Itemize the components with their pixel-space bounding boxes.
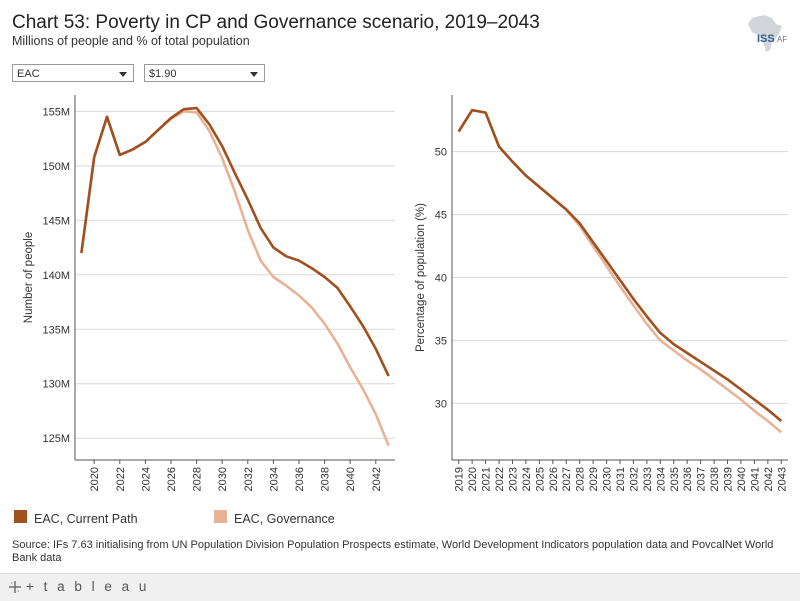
poverty-line-dropdown[interactable]: $1.90 [144,64,265,82]
logo-iss-text: ISS [757,33,775,45]
legend-label-current-path: EAC, Current Path [34,512,138,526]
legend-label-governance: EAC, Governance [234,512,335,526]
chart1-series-line-current-path[interactable] [80,106,390,377]
chart2-x-tick-label: 2030 [602,467,614,491]
chart2-x-tick-label: 2020 [467,467,479,491]
chart2-x-tick-label: 2037 [696,467,708,491]
chevron-down-icon [119,72,127,77]
chart-subtitle: Millions of people and % of total popula… [12,34,250,48]
source-note: Source: IFs 7.63 initialising from UN Po… [12,539,774,561]
chart1-x-tick-label: 2030 [217,467,229,491]
chart1-x-tick-label: 2024 [140,467,152,491]
chart2-x-tick-label: 2042 [763,467,775,491]
iss-africa-logo: ISS AF [748,15,787,52]
chart2-x-tick-label: 2041 [749,467,761,491]
chart-title: Chart 53: Poverty in CP and Governance s… [12,12,540,33]
chart2-x-tick-label: 2019 [454,467,466,491]
chart1-y-tick-label: 140M [42,270,70,282]
chart2-x-tick-label: 2031 [615,467,627,491]
chart2-x-tick-label: 2043 [776,467,788,491]
chart2-x-tick-label: 2032 [628,467,640,491]
poverty-line-dropdown-value: $1.90 [149,68,177,80]
chart2-x-tick-label: 2038 [709,467,721,491]
africa-map-icon [748,15,782,52]
tableau-footer: + t a b l e a u [0,573,800,601]
chart2-x-tick-label: 2034 [655,467,667,491]
chart1-y-axis-label: Number of people [23,232,35,323]
tableau-logo-icon[interactable] [8,580,22,594]
chart1-x-tick-label: 2040 [345,467,357,491]
chart1-y-tick-label: 125M [42,433,70,445]
chart2-y-tick-label: 45 [435,210,447,222]
legend-swatch-current-path [14,510,27,523]
chart1-x-tick-label: 2026 [166,467,178,491]
chevron-down-icon [250,72,258,77]
chart2-y-tick-label: 35 [435,335,447,347]
chart2-series-line-current-path[interactable] [457,108,783,422]
chart1-series-line-governance[interactable] [80,110,390,447]
chart1-x-tick-label: 2034 [268,467,280,491]
chart2-x-tick-label: 2024 [521,467,533,491]
chart2-x-tick-label: 2029 [588,467,600,491]
chart1-x-tick-label: 2032 [243,467,255,491]
chart1-y-tick-label: 145M [42,215,70,227]
region-dropdown[interactable]: EAC [12,64,134,82]
chart1-y-tick-label: 155M [42,106,70,118]
chart2-x-tick-label: 2035 [669,467,681,491]
chart2-x-tick-label: 2039 [723,467,735,491]
logo-af-text: AF [777,35,787,44]
chart2-x-tick-label: 2026 [548,467,560,491]
chart2-y-axis-label: Percentage of population (%) [415,203,427,352]
chart1-y-tick-label: 130M [42,379,70,391]
chart1-x-tick-label: 2038 [320,467,332,491]
chart2-y-tick-label: 40 [435,273,447,285]
chart2-x-tick-label: 2025 [534,467,546,491]
region-dropdown-value: EAC [17,68,40,80]
chart1-y-tick-label: 135M [42,324,70,336]
chart2-x-tick-label: 2021 [481,467,493,491]
chart1-x-tick-label: 2042 [371,467,383,491]
chart2-y-tick-label: 30 [435,398,447,410]
chart2-x-tick-label: 2022 [494,467,506,491]
chart1-y-tick-label: 150M [42,161,70,173]
chart1-x-tick-label: 2028 [192,467,204,491]
chart2-y-tick-label: 50 [435,147,447,159]
chart2-x-tick-label: 2023 [507,467,519,491]
chart2-x-tick-label: 2033 [642,467,654,491]
chart2-x-tick-label: 2027 [561,467,573,491]
chart1-x-tick-label: 2020 [89,467,101,491]
chart1-x-tick-label: 2022 [115,467,127,491]
chart2-x-tick-label: 2036 [682,467,694,491]
legend-swatch-governance [214,510,227,523]
chart1-x-tick-label: 2036 [294,467,306,491]
tableau-brand-text[interactable]: + t a b l e a u [26,579,150,594]
chart2-x-tick-label: 2040 [736,467,748,491]
chart2-x-tick-label: 2028 [575,467,587,491]
